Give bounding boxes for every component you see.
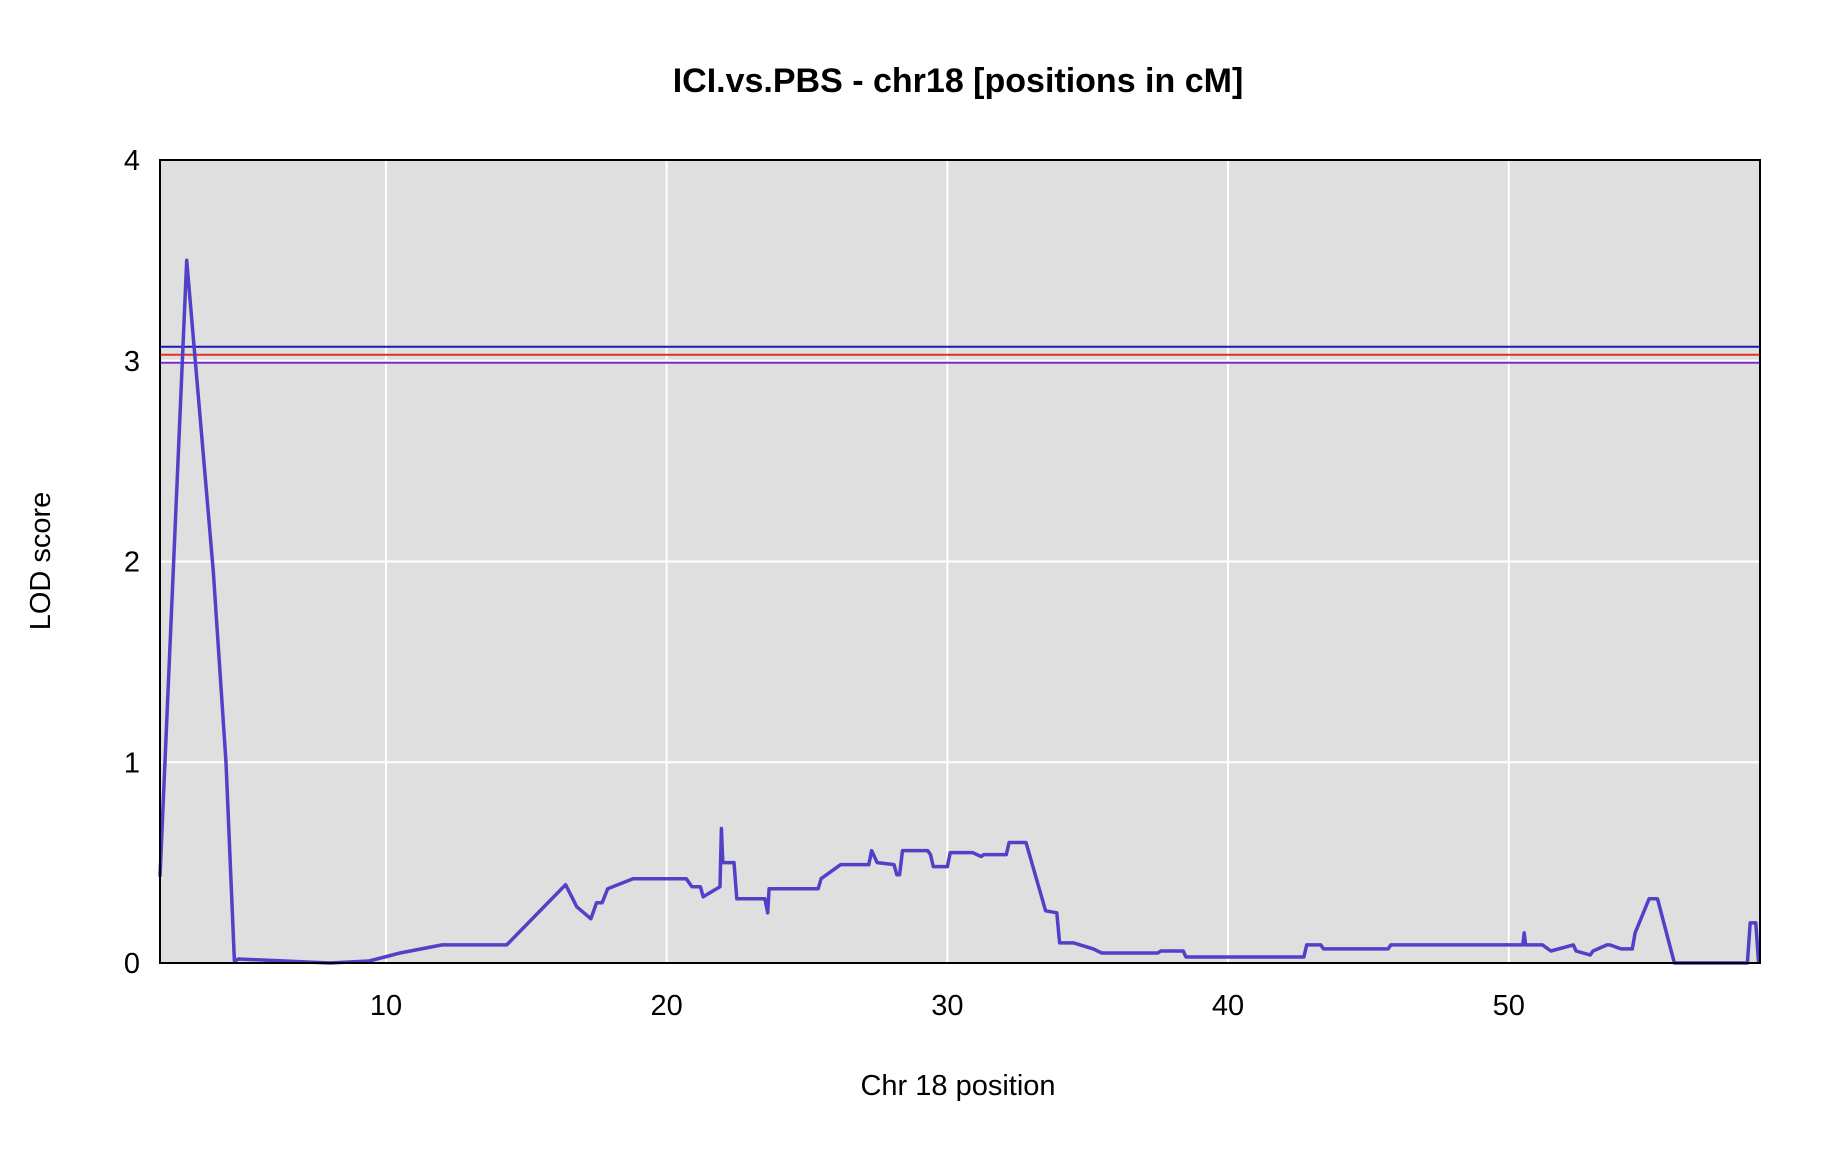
x-tick-label: 30 bbox=[931, 990, 963, 1022]
x-axis-label: Chr 18 position bbox=[860, 1070, 1055, 1102]
x-tick-label: 50 bbox=[1493, 990, 1525, 1022]
lod-series-line bbox=[158, 258, 1761, 965]
x-tick-label: 40 bbox=[1212, 990, 1244, 1022]
y-tick-label: 4 bbox=[124, 145, 140, 177]
plot-frame bbox=[159, 159, 1761, 964]
x-tick-label: 20 bbox=[651, 990, 683, 1022]
y-tick-label: 3 bbox=[124, 346, 140, 378]
y-axis-label: LOD score bbox=[25, 492, 57, 631]
grid bbox=[160, 160, 1760, 963]
y-tick-label: 0 bbox=[124, 948, 140, 980]
tick-labels: 10 20 30 40 50 0 1 2 3 4 bbox=[124, 145, 1525, 1022]
y-tick-label: 2 bbox=[124, 547, 140, 579]
chart-title: ICI.vs.PBS - chr18 [positions in cM] bbox=[673, 62, 1244, 100]
y-tick-label: 1 bbox=[124, 747, 140, 779]
threshold-lines bbox=[160, 345, 1760, 364]
x-tick-label: 10 bbox=[370, 990, 402, 1022]
series-layer bbox=[158, 258, 1761, 965]
